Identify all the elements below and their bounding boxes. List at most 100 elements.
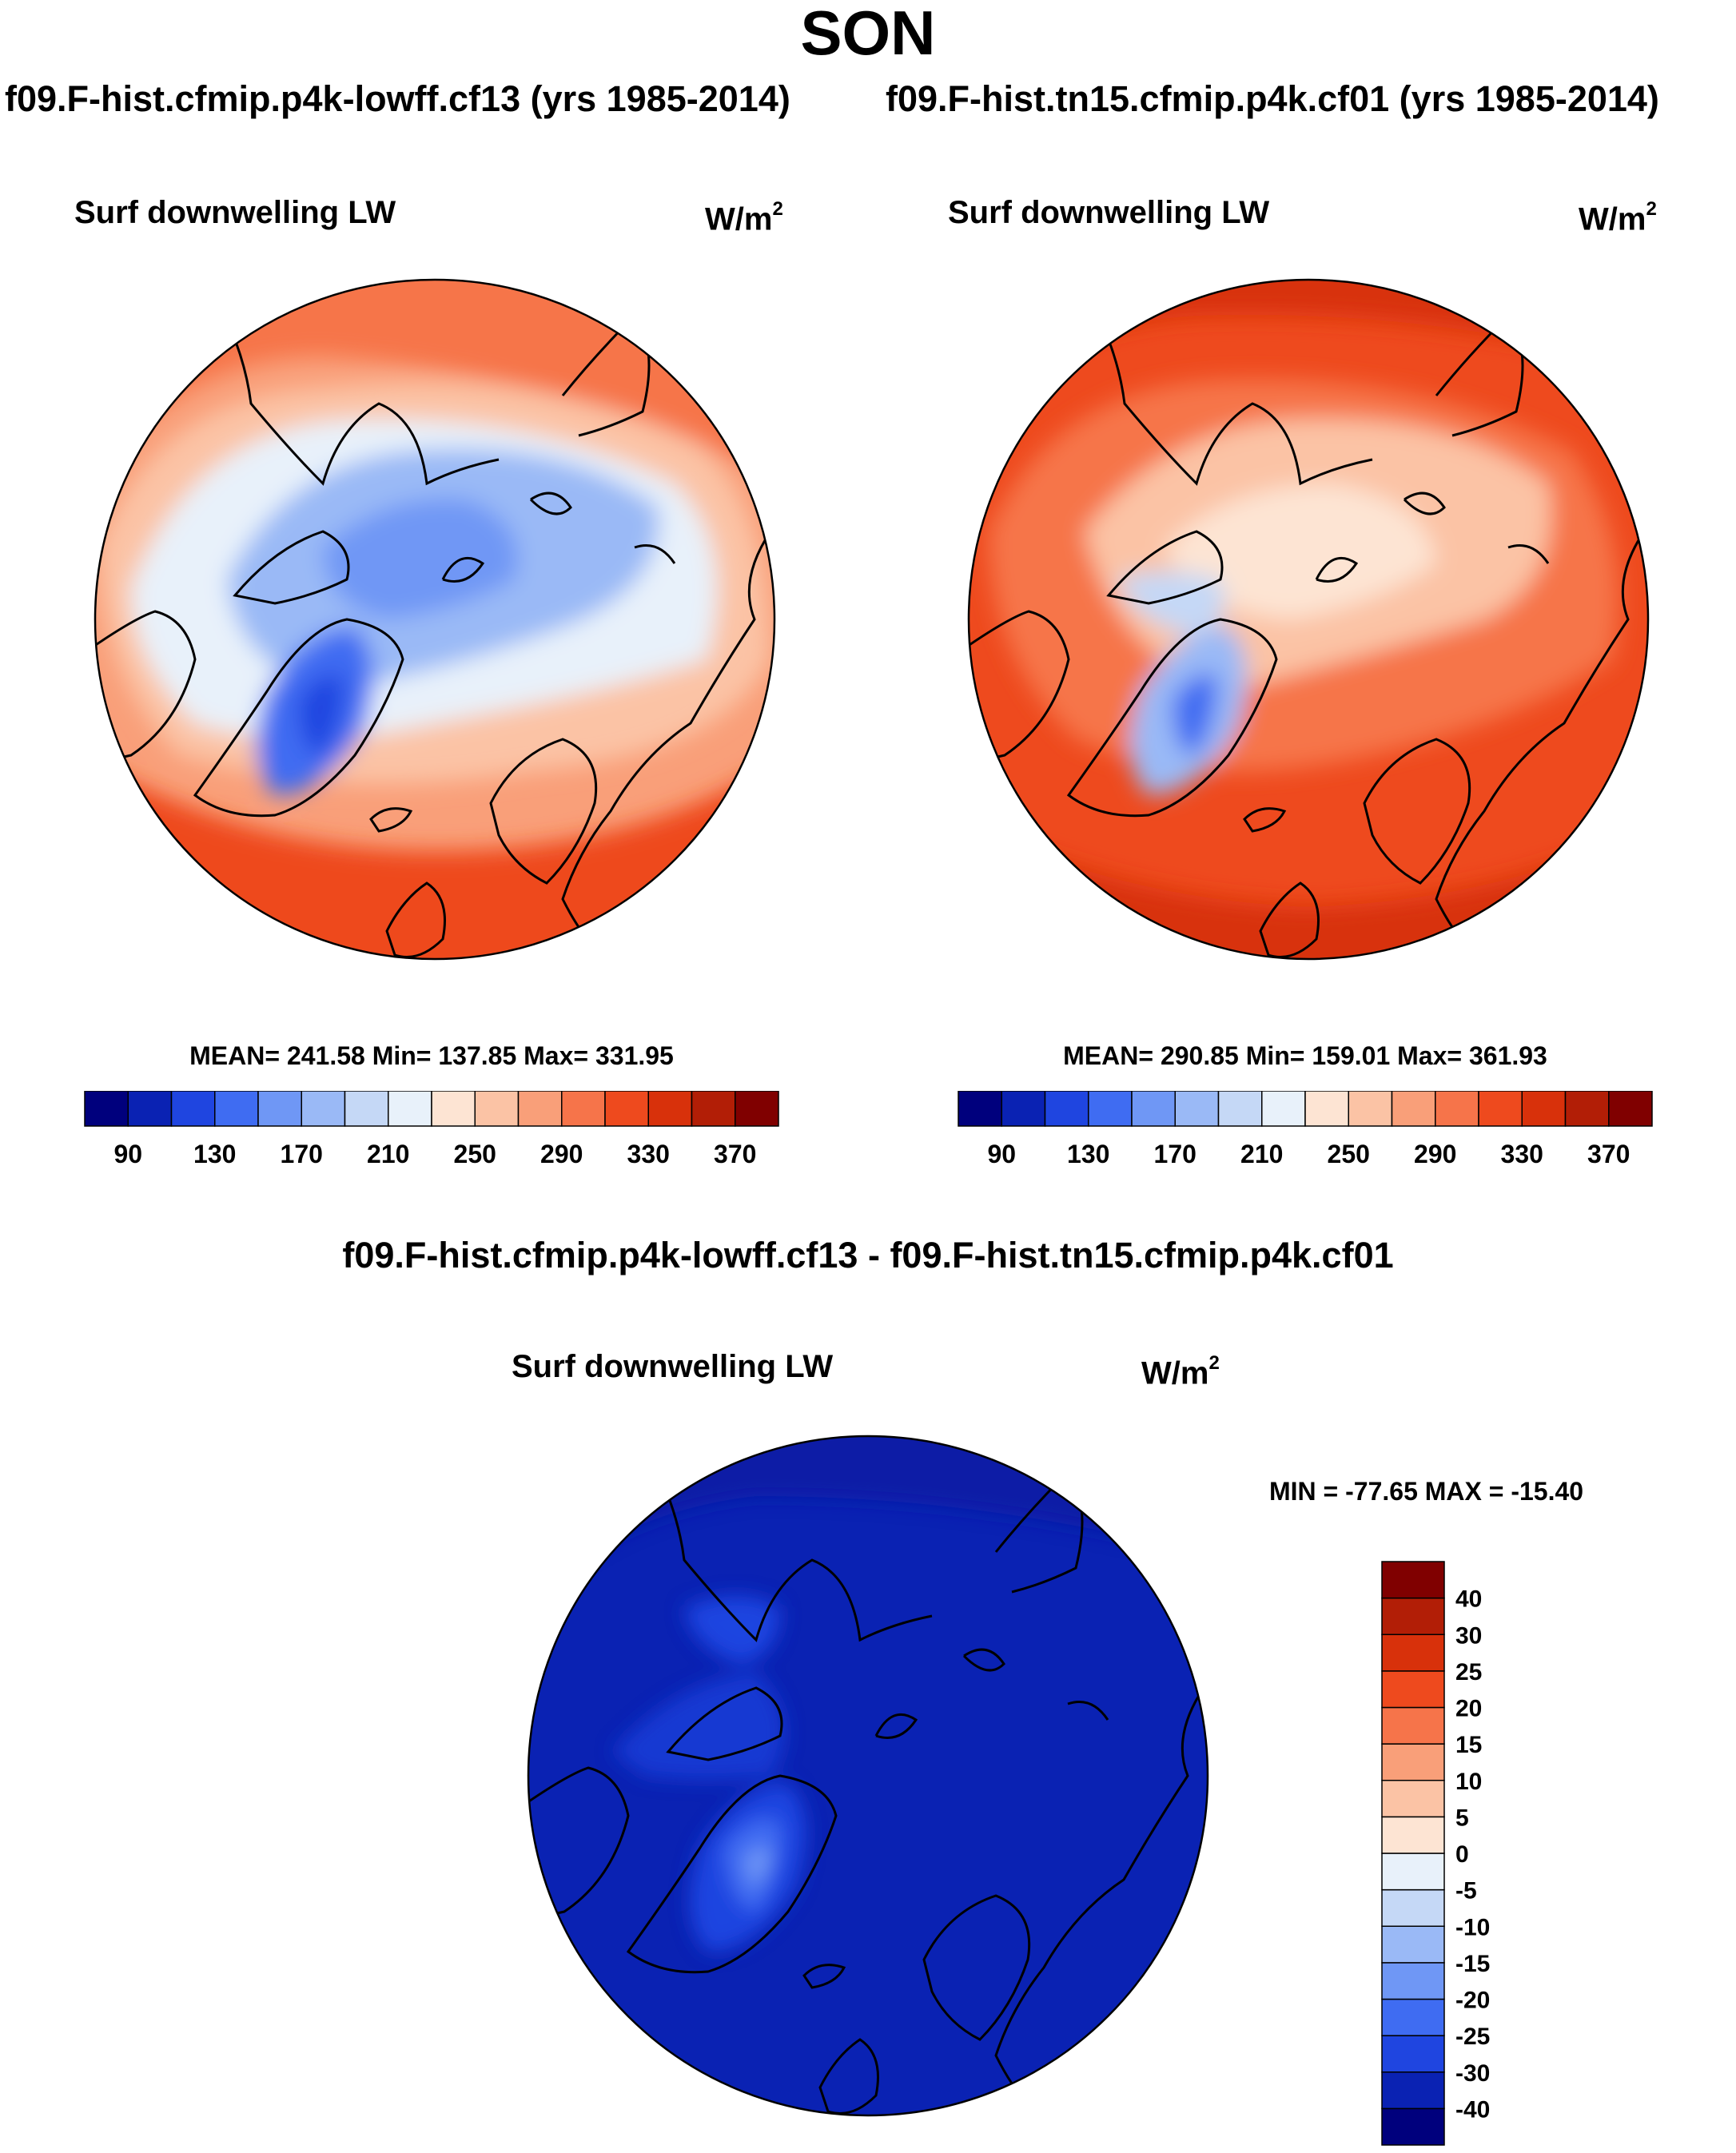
- colorbar-1-box-12: [604, 1091, 649, 1127]
- panel-2-colorbar: 90 130 170 210 250 290 330 370: [958, 1091, 1653, 1168]
- colorbar-1-tick-label: 290: [540, 1140, 583, 1168]
- colorbar-1-box-7: [388, 1091, 432, 1127]
- colorbar-3-tick-label: -5: [1455, 1878, 1477, 1904]
- colorbar-2-box-6: [1217, 1091, 1263, 1127]
- colorbar-2-box-1: [1001, 1091, 1046, 1127]
- colorbar-2-box-2: [1044, 1091, 1089, 1127]
- map2-boundary: [967, 278, 1650, 961]
- colorbar-1-box-6: [344, 1091, 389, 1127]
- panel-2-stats: MEAN= 290.85 Min= 159.01 Max= 361.93: [1063, 1041, 1547, 1070]
- colorbar-2-box-11: [1435, 1091, 1479, 1127]
- colorbar-1-box-15: [735, 1091, 779, 1127]
- colorbar-1-box-10: [517, 1091, 563, 1127]
- colorbar-3-tick-label: -25: [1455, 2024, 1490, 2050]
- colorbar-3-box-9: [1381, 1780, 1445, 1818]
- colorbar-2-tick-label: 290: [1414, 1140, 1456, 1168]
- panel-1-stats: MEAN= 241.58 Min= 137.85 Max= 331.95: [189, 1041, 674, 1070]
- colorbar-3-box-4: [1381, 1962, 1445, 2000]
- right-run-title: f09.F-hist.tn15.cfmip.p4k.cf01 (yrs 1985…: [886, 78, 1659, 119]
- colorbar-3-tick-label: 40: [1455, 1586, 1482, 1613]
- panel-2-title: Surf downwelling LW: [948, 195, 1270, 230]
- map1-boundary: [94, 278, 776, 961]
- colorbar-3-box-14: [1381, 1597, 1445, 1635]
- colorbar-3-tick-label: 5: [1455, 1805, 1469, 1831]
- colorbar-2-box-5: [1174, 1091, 1220, 1127]
- colorbar-1-box-0: [84, 1091, 129, 1127]
- colorbar-1-tick-label: 170: [281, 1140, 323, 1168]
- panel-3-map: [527, 1435, 1209, 2117]
- panel-3-units: W/m2: [1141, 1352, 1220, 1391]
- colorbar-2-box-4: [1131, 1091, 1176, 1127]
- diff-title: f09.F-hist.cfmip.p4k-lowff.cf13 - f09.F-…: [342, 1235, 1394, 1275]
- map2-coastlines: [969, 280, 1646, 958]
- map2-field-light: [1117, 571, 1225, 635]
- panel-1-units: W/m2: [705, 198, 783, 237]
- colorbar-2-tick-label: 370: [1587, 1140, 1630, 1168]
- colorbar-1-box-11: [561, 1091, 606, 1127]
- colorbar-1-box-8: [431, 1091, 476, 1127]
- panel-2-map: [967, 278, 1650, 961]
- colorbar-3-box-0: [1381, 2107, 1445, 2146]
- colorbar-3-box-11: [1381, 1706, 1445, 1745]
- map3-field-mid: [612, 1672, 785, 1780]
- colorbar-2-tick-label: 170: [1154, 1140, 1196, 1168]
- map3-boundary: [527, 1435, 1209, 2117]
- colorbar-1-tick-label: 90: [113, 1140, 142, 1168]
- colorbar-3-tick-label: 0: [1455, 1841, 1469, 1868]
- figure-title: SON: [800, 0, 936, 68]
- colorbar-2-box-7: [1261, 1091, 1306, 1127]
- colorbar-1-tick-label: 250: [454, 1140, 496, 1168]
- colorbar-1-box-2: [170, 1091, 216, 1127]
- map1-greenland-core: [299, 674, 344, 755]
- colorbar-3-tick-label: -30: [1455, 2060, 1490, 2087]
- map1-field-core: [323, 498, 518, 619]
- panel-3-title: Surf downwelling LW: [512, 1349, 834, 1384]
- colorbar-3-tick-label: 15: [1455, 1732, 1482, 1758]
- colorbar-2-box-12: [1478, 1091, 1523, 1127]
- colorbar-1-box-13: [647, 1091, 693, 1127]
- colorbar-2-tick-label: 130: [1067, 1140, 1109, 1168]
- colorbar-3-tick-label: 25: [1455, 1659, 1482, 1685]
- left-run-title: f09.F-hist.cfmip.p4k-lowff.cf13 (yrs 198…: [5, 78, 790, 119]
- map3-greenland-max: [744, 1847, 770, 1888]
- colorbar-1-box-1: [127, 1091, 173, 1127]
- colorbar-3-box-10: [1381, 1743, 1445, 1781]
- colorbar-3-tick-label: 20: [1455, 1696, 1482, 1722]
- colorbar-3-tick-label: 30: [1455, 1622, 1482, 1649]
- colorbar-3-box-2: [1381, 2035, 1445, 2073]
- colorbar-3-box-15: [1381, 1561, 1445, 1599]
- colorbar-3-box-8: [1381, 1816, 1445, 1854]
- colorbar-1-box-14: [691, 1091, 736, 1127]
- colorbar-1-tick-label: 330: [627, 1140, 670, 1168]
- map3-field-base: [528, 1436, 1208, 2115]
- colorbar-1-box-3: [214, 1091, 259, 1127]
- colorbar-3-tick-label: -15: [1455, 1951, 1490, 1977]
- colorbar-1-tick-label: 210: [367, 1140, 409, 1168]
- colorbar-2-box-9: [1348, 1091, 1393, 1127]
- colorbar-2-box-8: [1304, 1091, 1349, 1127]
- colorbar-1-box-9: [474, 1091, 520, 1127]
- map2-field-cooler: [1165, 484, 1436, 619]
- panel-2-units: W/m2: [1579, 198, 1657, 237]
- map3-field-patch: [684, 1596, 780, 1664]
- colorbar-1-box-4: [257, 1091, 302, 1127]
- panel-1-colorbar: 90 130 170 210 250 290 330 370: [84, 1091, 779, 1168]
- colorbar-2-tick-label: 250: [1328, 1140, 1370, 1168]
- colorbar-2-box-14: [1564, 1091, 1610, 1127]
- colorbar-3-tick-label: -20: [1455, 1988, 1490, 2014]
- colorbar-3-tick-label: -40: [1455, 2096, 1490, 2123]
- colorbar-3-tick-label: 10: [1455, 1769, 1482, 1795]
- map3-coastlines: [528, 1436, 1205, 2115]
- colorbar-3-tick-label: -10: [1455, 1914, 1490, 1940]
- colorbar-3-box-13: [1381, 1634, 1445, 1672]
- colorbar-2-box-10: [1391, 1091, 1436, 1127]
- colorbar-3-box-6: [1381, 1888, 1445, 1927]
- colorbar-2-tick-label: 90: [987, 1140, 1016, 1168]
- map1-coastlines: [95, 280, 772, 958]
- colorbar-3-box-7: [1381, 1853, 1445, 1891]
- colorbar-2-box-15: [1608, 1091, 1653, 1127]
- colorbar-1-tick-label: 130: [193, 1140, 236, 1168]
- colorbar-2-tick-label: 330: [1501, 1140, 1543, 1168]
- panel-3-colorbar: -40 -30 -25 -20 -15 -10 -5 0 5 10 15 20 25 30 40: [1381, 1561, 1490, 2146]
- colorbar-2-box-13: [1521, 1091, 1567, 1127]
